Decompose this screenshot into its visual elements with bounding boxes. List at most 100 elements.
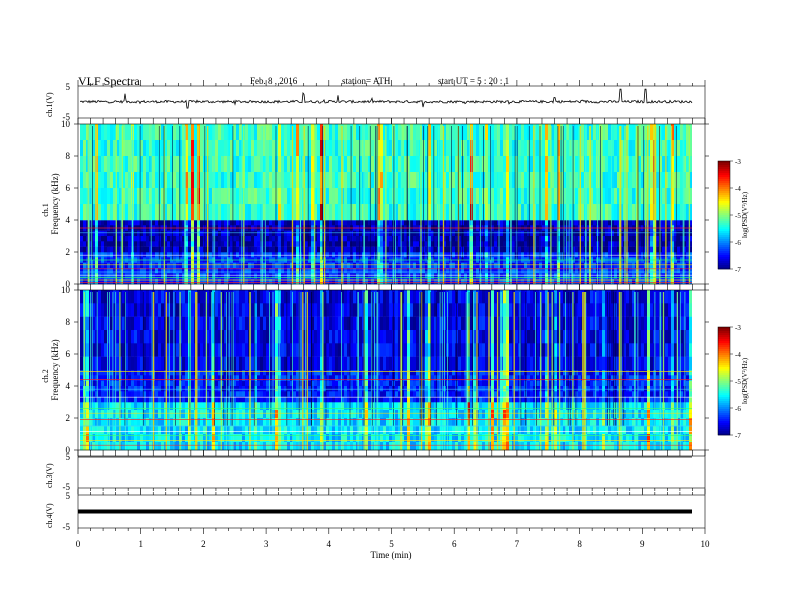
spec-cell [365,172,369,189]
spec-cell [581,262,585,269]
spec-cell [206,442,210,451]
spec-cell [467,246,471,253]
spec-cell [275,124,279,141]
spec-cell [221,316,225,331]
spec-cell [134,246,138,253]
spec-cell [137,418,141,427]
spec-cell [140,370,144,376]
spec-cell [131,402,135,411]
spec-cell [377,241,381,247]
spec-cell [287,124,291,141]
spec-cell [80,252,84,258]
spec-cell [647,124,651,141]
spec-cell [641,246,645,253]
spec-cell [104,278,108,285]
spec-cell [146,386,150,392]
spec-cell [116,356,120,371]
spec-cell [170,236,174,242]
spec-cell [155,204,159,221]
spec-cell [560,188,564,205]
spec-cell [293,220,297,226]
spec-cell [560,278,564,285]
spec-cell [182,356,186,371]
spec-cell [278,246,282,253]
spec-cell [689,172,693,189]
spec-cell [557,246,561,253]
spec-cell [233,252,237,258]
spec-cell [146,278,150,285]
spec-cell [209,124,213,141]
spec-cell [446,124,450,141]
spec-cell [251,156,255,173]
spec-cell [155,426,159,435]
spec-cell [686,230,690,237]
spec-cell [665,246,669,253]
spec-cell [146,241,150,247]
spec-cell [296,220,300,226]
spec-cell [344,204,348,221]
spec-cell [227,124,231,141]
spec-cell [398,156,402,173]
spec-cell [95,236,99,242]
spec-cell [173,156,177,173]
spec-cell [188,172,192,189]
spec-cell [488,236,492,242]
spec-cell [119,204,123,221]
spec-cell [95,386,99,392]
spec-cell [365,204,369,221]
spec-cell [377,262,381,269]
spec-cell [254,268,258,274]
spec-cell [488,268,492,274]
spec-cell [611,268,615,274]
spec-cell [365,236,369,242]
spec-cell [239,268,243,274]
spec-cell [137,434,141,443]
spec-cell [305,204,309,221]
spec-cell [269,204,273,221]
spec-cell [176,434,180,443]
spec-cell [293,273,297,279]
spec-cell [239,156,243,173]
spec-cell [191,396,195,403]
spec-cell [233,230,237,237]
spec-cell [272,236,276,242]
spec-cell [104,370,108,376]
spec-cell [356,230,360,237]
spec-cell [89,156,93,173]
spec-cell [257,172,261,189]
spec-cell [224,375,228,381]
spec-cell [275,236,279,242]
spec-cell [101,241,105,247]
spec-cell [86,426,90,435]
spec-cell [188,220,192,226]
spec-cell [218,391,222,397]
spec-cell [617,230,621,237]
spec-cell [527,268,531,274]
spec-cell [230,268,234,274]
spec-cell [167,402,171,411]
spec-cell [506,172,510,189]
spec-cell [125,386,129,392]
spec-cell [602,204,606,221]
spec-cell [263,140,267,157]
spec-cell [134,380,138,387]
spec-cell [143,188,147,205]
spec-cell [350,273,354,279]
spec-cell [125,268,129,274]
spec-cell [554,188,558,205]
spec-cell [143,140,147,157]
spec-cell [395,262,399,269]
spec-cell [89,140,93,157]
spec-cell [533,230,537,237]
spec-cell [668,140,672,157]
spec-cell [587,262,591,269]
spec-cell [119,273,123,279]
spec-cell [86,316,90,331]
spec-cell [266,246,270,253]
spec-cell [212,140,216,157]
spec-cell [155,380,159,387]
spec-cell [248,156,252,173]
spec-cell [467,140,471,157]
spec-cell [560,156,564,173]
spec-cell [149,273,153,279]
